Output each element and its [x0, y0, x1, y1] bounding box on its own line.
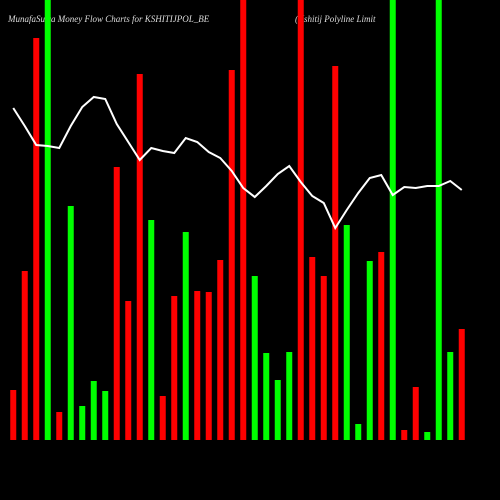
bar — [240, 0, 247, 440]
bar — [159, 396, 166, 440]
bar — [33, 38, 40, 440]
money-flow-line — [12, 95, 463, 231]
bar — [217, 260, 224, 440]
bar — [332, 66, 339, 440]
bar — [309, 257, 316, 440]
bar — [148, 220, 155, 440]
bar — [194, 291, 201, 440]
bar — [424, 432, 431, 440]
chart-subtitle: (Kshitij Polyline Limit — [295, 14, 376, 24]
bar — [297, 0, 304, 440]
bar — [67, 206, 74, 440]
bar — [171, 296, 178, 440]
bar — [389, 0, 396, 440]
bar — [412, 387, 419, 440]
bar — [44, 0, 51, 440]
bar — [21, 271, 28, 440]
bar — [182, 232, 189, 440]
bar — [378, 252, 385, 440]
bar — [79, 406, 86, 440]
bar — [113, 167, 120, 440]
bar — [228, 70, 235, 440]
bar — [136, 74, 143, 440]
bar — [10, 390, 17, 440]
bar — [125, 301, 132, 440]
bar — [447, 352, 454, 440]
bar — [263, 353, 270, 440]
bar — [320, 276, 327, 440]
chart-title: MunafaSutra Money Flow Charts for KSHITI… — [7, 14, 210, 24]
bar — [401, 430, 408, 440]
bar — [102, 391, 109, 440]
bar — [343, 225, 350, 440]
bar — [366, 261, 373, 440]
bar — [355, 424, 362, 440]
bar — [205, 292, 212, 440]
bar — [56, 412, 63, 440]
bar — [90, 381, 97, 440]
bar — [458, 329, 465, 440]
bar — [251, 276, 258, 440]
bar — [274, 380, 281, 440]
bar — [435, 0, 442, 440]
bar — [286, 352, 293, 440]
